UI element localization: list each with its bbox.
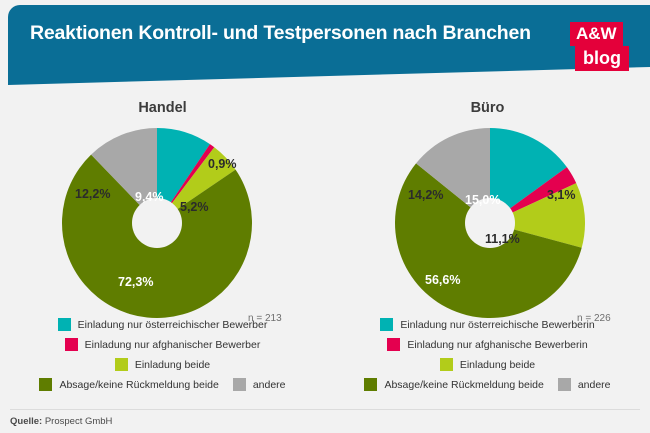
pie-slice (416, 128, 490, 223)
legend-label: Einladung beide (134, 358, 211, 371)
logo-aw-text: A&W (570, 22, 623, 46)
pie-slice (157, 128, 210, 223)
legend-label: Absage/keine Rückmeldung beide (59, 378, 219, 391)
pie-slice (490, 167, 577, 223)
donut-chart-handel (62, 128, 252, 318)
donut-hole (132, 198, 182, 248)
chart-title-buero: Büro (470, 100, 505, 116)
page-title: Reaktionen Kontroll- und Testpersonen na… (30, 22, 531, 44)
slice-label-gray-handel: 12,2% (75, 187, 111, 201)
source-note: Quelle: Prospect GmbH (10, 416, 112, 427)
legend-item: Einladung nur österreichischer Bewerber (0, 318, 325, 331)
chart-panel-handel: Handel 9,4% 0,9% 5,2% 72,3% 12,2% n = 21… (0, 96, 325, 406)
slice-label-olive-handel: 72,3% (118, 275, 154, 289)
legend-label: Einladung beide (459, 358, 536, 371)
n-label-handel: n = 213 (248, 313, 282, 324)
slice-label-crimson-buero: 3,1% (547, 188, 576, 202)
legend-swatch-gray (232, 378, 246, 391)
legend-item-row: Absage/keine Rückmeldung beide andere (325, 378, 650, 391)
legend-item: Einladung nur afghanische Bewerberin (325, 338, 650, 351)
slice-label-teal-buero: 15,0% (465, 193, 501, 207)
pie-slice (91, 128, 157, 223)
donut-hole (465, 198, 515, 248)
legend-item: Absage/keine Rückmeldung beide (364, 378, 544, 391)
legend-item: Einladung nur afghanischer Bewerber (0, 338, 325, 351)
legend-item: Einladung beide (325, 358, 650, 371)
chart-title-handel: Handel (138, 100, 187, 116)
legend-swatch-olive (39, 378, 53, 391)
legend-item: Einladung beide (0, 358, 325, 371)
slice-label-crimson-handel: 0,9% (208, 157, 237, 171)
legend-label: andere (577, 378, 611, 391)
legend-swatch-yellowgreen (114, 358, 128, 371)
donut-chart-buero (395, 128, 585, 318)
legend-swatch-olive (364, 378, 378, 391)
legend-handel: Einladung nur österreichischer Bewerber … (0, 318, 325, 398)
source-label: Quelle: (10, 416, 43, 427)
slice-label-gray-buero: 14,2% (408, 188, 444, 202)
legend-item-row: Absage/keine Rückmeldung beide andere (0, 378, 325, 391)
legend-swatch-gray (557, 378, 571, 391)
banner-shape (8, 5, 650, 85)
pie-slice (157, 147, 236, 223)
legend-buero: Einladung nur österreichische Bewerberin… (325, 318, 650, 398)
legend-item: andere (232, 378, 286, 391)
legend-label: Absage/keine Rückmeldung beide (384, 378, 544, 391)
legend-label: Einladung nur österreichische Bewerberin (400, 318, 595, 331)
pie-slice (490, 128, 567, 223)
legend-item: andere (557, 378, 611, 391)
slice-label-teal-handel: 9,4% (135, 190, 164, 204)
slice-label-olive-buero: 56,6% (425, 273, 461, 287)
donut-wrap-buero: 15,0% 3,1% 11,1% 56,6% 14,2% n = 226 (325, 116, 650, 324)
chart-panel-buero: Büro 15,0% 3,1% 11,1% 56,6% 14,2% n = 22… (325, 96, 650, 406)
legend-label: Einladung nur afghanische Bewerberin (407, 338, 588, 351)
legend-swatch-teal (380, 318, 394, 331)
slice-label-yellowgreen-handel: 5,2% (180, 200, 209, 214)
header-banner: Reaktionen Kontroll- und Testpersonen na… (8, 5, 650, 87)
legend-label: Einladung nur afghanischer Bewerber (84, 338, 261, 351)
aw-blog-logo: A&W blog (570, 22, 632, 72)
source-text: Prospect GmbH (42, 416, 113, 427)
legend-item: Absage/keine Rückmeldung beide (39, 378, 219, 391)
legend-label: Einladung nur österreichischer Bewerber (77, 318, 268, 331)
legend-swatch-crimson (64, 338, 78, 351)
pie-slice (490, 183, 585, 248)
legend-swatch-teal (57, 318, 71, 331)
donut-wrap-handel: 9,4% 0,9% 5,2% 72,3% 12,2% n = 213 (0, 116, 325, 324)
slice-label-yellowgreen-buero: 11,1% (485, 232, 520, 246)
legend-swatch-yellowgreen (439, 358, 453, 371)
legend-swatch-crimson (387, 338, 401, 351)
legend-label: andere (252, 378, 286, 391)
n-label-buero: n = 226 (577, 313, 611, 324)
legend-item: Einladung nur österreichische Bewerberin (325, 318, 650, 331)
logo-blog-text: blog (575, 46, 629, 71)
source-divider (10, 409, 640, 410)
